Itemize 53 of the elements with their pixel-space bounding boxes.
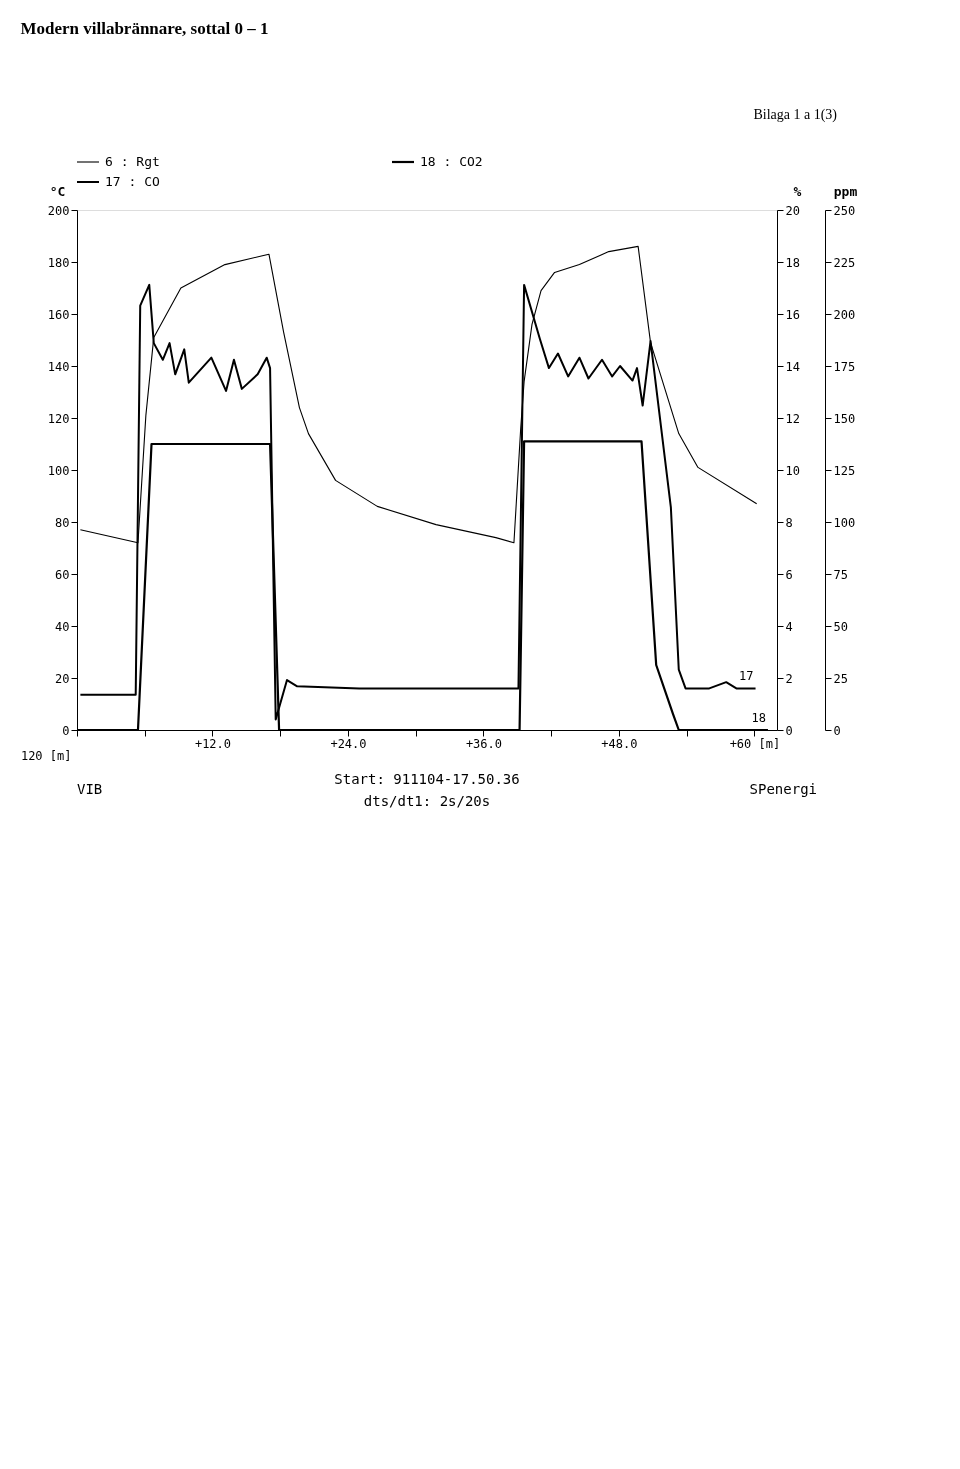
y-tick-label: 120 bbox=[47, 411, 70, 426]
y-tick-label: 60 bbox=[55, 567, 70, 582]
y-tick-label: 100 bbox=[47, 463, 70, 478]
y2-tick-label: 12 bbox=[785, 411, 800, 426]
y3-tick-label: 75 bbox=[833, 567, 848, 582]
y3-tick-label: 150 bbox=[833, 411, 856, 426]
y-tick-label: 180 bbox=[47, 255, 70, 270]
y2-tick-label: 20 bbox=[785, 203, 800, 218]
annotation: 17 bbox=[739, 669, 754, 684]
y-axis-title: °C bbox=[49, 183, 66, 199]
y3-tick-label: 25 bbox=[833, 671, 848, 686]
text: Bilaga 1 a 1(3) bbox=[753, 107, 838, 123]
y-tick-label: 140 bbox=[47, 359, 70, 374]
annotation: 18 bbox=[751, 711, 766, 725]
y3-tick-label: 125 bbox=[833, 463, 856, 478]
x-tick-label: +24.0 bbox=[330, 736, 367, 751]
y-tick-label: 200 bbox=[47, 203, 70, 218]
y-tick-label: 0 bbox=[62, 723, 70, 738]
y2-tick-label: 0 bbox=[785, 723, 793, 738]
x-tick-label: +48.0 bbox=[601, 736, 638, 751]
y2-tick-label: 10 bbox=[785, 463, 800, 478]
text: dts/dt1: 2s/20s bbox=[363, 793, 491, 809]
y3-tick-label: 225 bbox=[833, 255, 856, 270]
y3-tick-label: 100 bbox=[833, 515, 856, 530]
x-axis-title: 120 [m] bbox=[20, 748, 72, 763]
y-tick-label: 20 bbox=[55, 671, 70, 686]
y3-tick-label: 0 bbox=[833, 723, 841, 738]
legend-label: 18 : CO2 bbox=[420, 154, 483, 169]
y3-axis-title: ppm bbox=[833, 183, 858, 199]
chart-title: Modern villabrännare, sottal 0 – 1 bbox=[20, 19, 269, 38]
y2-tick-label: 2 bbox=[785, 671, 793, 686]
y3-tick-label: 50 bbox=[833, 619, 848, 634]
legend-label: 17 : CO bbox=[105, 174, 160, 189]
y2-tick-label: 6 bbox=[785, 567, 793, 582]
y2-tick-label: 16 bbox=[785, 307, 800, 322]
y2-tick-label: 14 bbox=[785, 359, 800, 374]
y2-tick-label: 4 bbox=[785, 619, 793, 634]
text: SPenergi bbox=[749, 781, 817, 797]
y3-tick-label: 175 bbox=[833, 359, 856, 374]
text: VIB bbox=[77, 781, 103, 797]
y-tick-label: 160 bbox=[47, 307, 70, 322]
x-tick-label: +12.0 bbox=[194, 736, 232, 751]
y3-tick-label: 250 bbox=[833, 203, 856, 218]
y2-tick-label: 8 bbox=[785, 515, 793, 530]
legend-label: 6 : Rgt bbox=[105, 154, 160, 169]
x-tick-label: +36.0 bbox=[465, 736, 503, 751]
text: Start: 911104-17.50.36 bbox=[334, 771, 520, 787]
y2-axis-title: % bbox=[793, 183, 802, 199]
y3-tick-label: 200 bbox=[833, 307, 856, 322]
y2-tick-label: 18 bbox=[785, 255, 800, 270]
y-tick-label: 40 bbox=[55, 619, 70, 634]
y-tick-label: 80 bbox=[55, 515, 70, 530]
x-tick-label: +60 [m] bbox=[729, 736, 781, 751]
